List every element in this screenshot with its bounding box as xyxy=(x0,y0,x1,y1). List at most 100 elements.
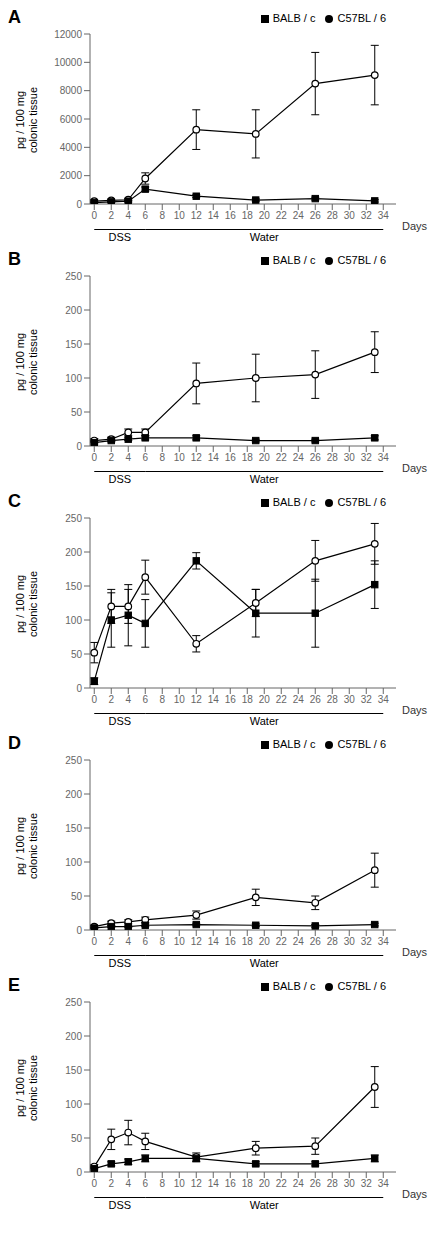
svg-text:250: 250 xyxy=(65,755,82,766)
svg-text:34: 34 xyxy=(378,936,390,947)
svg-text:4: 4 xyxy=(125,694,131,705)
svg-text:2: 2 xyxy=(108,452,114,463)
svg-text:28: 28 xyxy=(327,452,339,463)
svg-text:100: 100 xyxy=(65,373,82,384)
svg-text:20: 20 xyxy=(259,936,271,947)
svg-text:200: 200 xyxy=(65,305,82,316)
svg-text:100: 100 xyxy=(65,1099,82,1110)
svg-text:Water: Water xyxy=(250,231,279,243)
svg-text:14: 14 xyxy=(208,210,220,221)
svg-text:10: 10 xyxy=(174,694,186,705)
svg-text:0: 0 xyxy=(91,210,97,221)
svg-text:32: 32 xyxy=(361,936,373,947)
svg-text:26: 26 xyxy=(310,452,322,463)
svg-text:2: 2 xyxy=(108,936,114,947)
svg-text:28: 28 xyxy=(327,210,339,221)
svg-text:30: 30 xyxy=(344,210,356,221)
svg-text:24: 24 xyxy=(293,694,305,705)
svg-text:6: 6 xyxy=(142,452,148,463)
svg-text:20: 20 xyxy=(259,452,271,463)
svg-text:16: 16 xyxy=(225,210,237,221)
svg-text:26: 26 xyxy=(310,210,322,221)
svg-text:14: 14 xyxy=(208,1178,220,1189)
svg-text:0: 0 xyxy=(76,199,82,210)
svg-text:30: 30 xyxy=(344,452,356,463)
svg-text:2: 2 xyxy=(108,1178,114,1189)
svg-text:0: 0 xyxy=(76,683,82,694)
svg-text:200: 200 xyxy=(65,1031,82,1042)
svg-text:50: 50 xyxy=(71,891,83,902)
svg-text:20: 20 xyxy=(259,210,271,221)
svg-text:8: 8 xyxy=(159,452,165,463)
svg-text:Days: Days xyxy=(402,704,428,716)
svg-text:250: 250 xyxy=(65,513,82,524)
svg-text:22: 22 xyxy=(276,936,288,947)
svg-text:2: 2 xyxy=(108,694,114,705)
svg-text:18: 18 xyxy=(242,936,254,947)
svg-text:12: 12 xyxy=(191,1178,203,1189)
svg-text:34: 34 xyxy=(378,452,390,463)
svg-text:12: 12 xyxy=(191,210,203,221)
svg-text:8: 8 xyxy=(159,1178,165,1189)
svg-text:18: 18 xyxy=(242,694,254,705)
svg-text:6000: 6000 xyxy=(60,114,83,125)
svg-text:Days: Days xyxy=(402,946,428,958)
svg-text:0: 0 xyxy=(76,925,82,936)
svg-text:28: 28 xyxy=(327,936,339,947)
svg-text:12: 12 xyxy=(191,936,203,947)
svg-text:6: 6 xyxy=(142,694,148,705)
svg-text:DSS: DSS xyxy=(108,957,131,969)
svg-text:32: 32 xyxy=(361,452,373,463)
svg-text:24: 24 xyxy=(293,452,305,463)
svg-text:32: 32 xyxy=(361,1178,373,1189)
svg-text:Water: Water xyxy=(250,715,279,727)
svg-text:10: 10 xyxy=(174,1178,186,1189)
svg-text:0: 0 xyxy=(91,936,97,947)
svg-text:14: 14 xyxy=(208,694,220,705)
svg-text:0: 0 xyxy=(76,441,82,452)
svg-text:10000: 10000 xyxy=(54,57,82,68)
svg-text:6: 6 xyxy=(142,1178,148,1189)
svg-text:6: 6 xyxy=(142,210,148,221)
svg-text:26: 26 xyxy=(310,694,322,705)
svg-text:34: 34 xyxy=(378,210,390,221)
svg-text:100: 100 xyxy=(65,857,82,868)
svg-text:34: 34 xyxy=(378,1178,390,1189)
svg-text:18: 18 xyxy=(242,1178,254,1189)
svg-text:14: 14 xyxy=(208,936,220,947)
svg-text:4: 4 xyxy=(125,452,131,463)
svg-text:DSS: DSS xyxy=(108,231,131,243)
svg-text:22: 22 xyxy=(276,452,288,463)
svg-text:Water: Water xyxy=(250,957,279,969)
svg-text:200: 200 xyxy=(65,789,82,800)
svg-text:30: 30 xyxy=(344,1178,356,1189)
svg-text:150: 150 xyxy=(65,581,82,592)
svg-text:30: 30 xyxy=(344,694,356,705)
svg-text:12: 12 xyxy=(191,452,203,463)
svg-text:50: 50 xyxy=(71,1133,83,1144)
svg-text:20: 20 xyxy=(259,1178,271,1189)
svg-text:2: 2 xyxy=(108,210,114,221)
svg-text:24: 24 xyxy=(293,936,305,947)
svg-text:200: 200 xyxy=(65,547,82,558)
svg-text:0: 0 xyxy=(91,452,97,463)
svg-text:20: 20 xyxy=(259,694,271,705)
svg-text:DSS: DSS xyxy=(108,473,131,485)
svg-text:0: 0 xyxy=(76,1167,82,1178)
svg-text:Days: Days xyxy=(402,1188,428,1200)
svg-text:Water: Water xyxy=(250,473,279,485)
svg-text:4: 4 xyxy=(125,1178,131,1189)
svg-text:DSS: DSS xyxy=(108,715,131,727)
svg-text:0: 0 xyxy=(91,694,97,705)
svg-text:0: 0 xyxy=(91,1178,97,1189)
svg-text:150: 150 xyxy=(65,1065,82,1076)
svg-text:Water: Water xyxy=(250,1199,279,1211)
svg-text:Days: Days xyxy=(402,220,428,232)
svg-text:24: 24 xyxy=(293,210,305,221)
svg-text:24: 24 xyxy=(293,1178,305,1189)
svg-text:250: 250 xyxy=(65,271,82,282)
svg-text:Days: Days xyxy=(402,462,428,474)
svg-text:22: 22 xyxy=(276,210,288,221)
svg-text:16: 16 xyxy=(225,1178,237,1189)
svg-text:8000: 8000 xyxy=(60,85,83,96)
